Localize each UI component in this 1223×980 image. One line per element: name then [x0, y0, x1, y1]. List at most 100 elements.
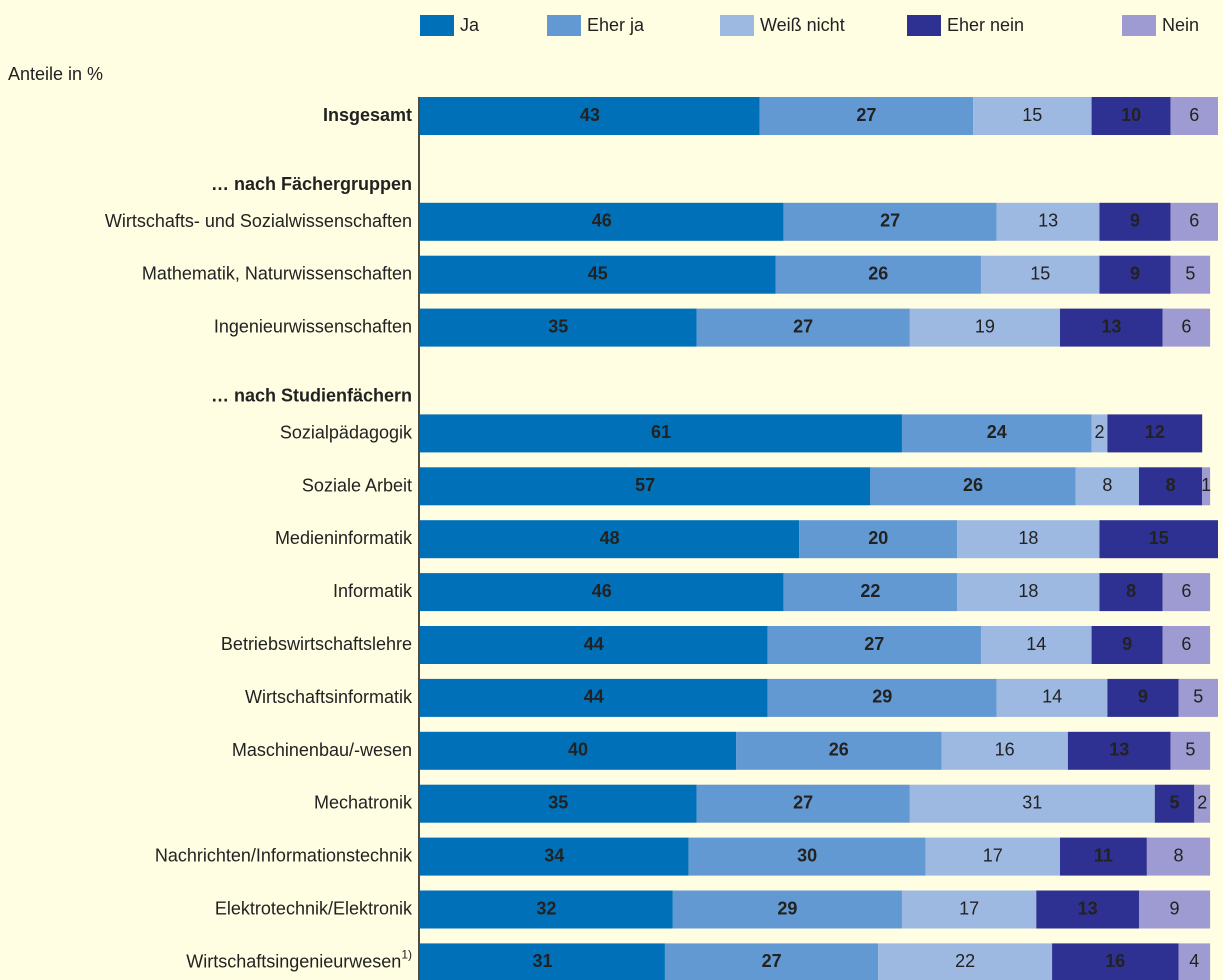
value-label: 19 [975, 316, 995, 336]
value-label: 30 [797, 845, 817, 865]
value-label: 11 [1094, 845, 1113, 865]
category-text: Maschinenbau/-wesen [232, 740, 412, 760]
value-label: 18 [1018, 528, 1038, 548]
legend-label: Nein [1162, 15, 1199, 35]
bar-segment [901, 414, 1092, 453]
category-label: Mathematik, Naturwissenschaften [142, 263, 412, 283]
bar-segment [696, 308, 910, 347]
value-label: 14 [1042, 687, 1062, 707]
category-label: Soziale Arbeit [302, 475, 412, 495]
bar-segment [420, 573, 784, 612]
value-label: 6 [1189, 211, 1199, 231]
bar-segment [1075, 467, 1139, 506]
legend-label: Ja [460, 15, 480, 35]
legend-swatch [547, 15, 581, 36]
category-label: … nach Fächergruppen [211, 174, 412, 194]
value-label: 31 [532, 951, 552, 971]
category-label: Maschinenbau/-wesen [232, 740, 412, 760]
bar-segment [767, 678, 997, 717]
bar-segment [1059, 837, 1147, 876]
bar-segment [878, 943, 1053, 980]
value-label: 9 [1130, 263, 1140, 283]
bar-segment [1107, 414, 1203, 453]
category-label: … nach Studienfächern [211, 385, 412, 405]
bar-segment [996, 678, 1108, 717]
value-label: 6 [1181, 316, 1191, 336]
bar-segment [420, 202, 784, 241]
bar-segment [901, 890, 1037, 929]
bar-segment [1099, 255, 1171, 294]
value-label: 5 [1185, 263, 1195, 283]
bar-segment [973, 97, 1092, 135]
bar-segment [1162, 308, 1211, 347]
value-label: 61 [651, 422, 671, 442]
bar-segment [941, 731, 1068, 770]
bar-segment [1067, 731, 1171, 770]
category-text: Nachrichten/Informationstechnik [155, 845, 413, 865]
footnote-mark: 1) [401, 948, 412, 962]
category-label: Nachrichten/Informationstechnik [155, 845, 413, 865]
value-label: 46 [592, 211, 612, 231]
bar-segment [1091, 97, 1171, 135]
value-label: 26 [868, 263, 888, 283]
bar-segment [870, 467, 1076, 506]
value-label: 10 [1121, 105, 1141, 125]
value-label: 5 [1170, 792, 1180, 812]
category-text: Ingenieurwissenschaften [214, 316, 412, 336]
category-text: Wirtschaftsinformatik [245, 687, 413, 707]
bar-segment [957, 520, 1100, 559]
value-label: 8 [1166, 475, 1176, 495]
value-label: 35 [548, 316, 568, 336]
bar-segment [775, 255, 981, 294]
bar-segment [767, 626, 981, 664]
category-text: Sozialpädagogik [280, 422, 413, 442]
value-label: 17 [983, 845, 1003, 865]
value-label: 16 [995, 740, 1015, 760]
value-label: 17 [959, 898, 979, 918]
value-label: 8 [1102, 475, 1112, 495]
bar-segment [980, 255, 1100, 294]
value-label: 29 [777, 898, 797, 918]
value-label: 16 [1105, 951, 1125, 971]
bar-segment [1146, 837, 1211, 876]
value-label: 14 [1026, 634, 1046, 654]
bar-segment [1162, 573, 1211, 612]
value-label: 29 [872, 687, 892, 707]
value-label: 27 [880, 211, 900, 231]
bar-segment [1170, 255, 1211, 294]
value-label: 13 [1109, 740, 1129, 760]
legend-label: Eher nein [947, 15, 1024, 35]
bar-segment [1099, 573, 1163, 612]
value-label: 27 [864, 634, 884, 654]
value-label: 22 [860, 581, 880, 601]
category-label: Mechatronik [314, 792, 413, 812]
bar-segment [1091, 414, 1108, 453]
value-label: 13 [1078, 898, 1098, 918]
bar-segment [1170, 97, 1218, 135]
bar-segment [1170, 731, 1211, 770]
bar-segment [1099, 202, 1171, 241]
category-label: Medieninformatik [275, 528, 413, 548]
bar-segment [957, 573, 1100, 612]
bar-segment [996, 202, 1100, 241]
value-label: 44 [584, 634, 604, 654]
value-label: 57 [635, 475, 655, 495]
bar-segment [420, 414, 902, 453]
value-label: 31 [1022, 792, 1042, 812]
bar-segment [799, 520, 958, 559]
value-label: 2 [1094, 422, 1104, 442]
bar-segment [1059, 308, 1163, 347]
bar-segment [420, 890, 673, 929]
value-label: 18 [1018, 581, 1038, 601]
value-label: 45 [588, 263, 608, 283]
bar-segment [688, 837, 926, 876]
value-label: 9 [1138, 687, 1148, 707]
category-text: Insgesamt [323, 105, 412, 125]
legend-label: Eher ja [587, 15, 645, 35]
bar-segment [1178, 943, 1211, 980]
legend-swatch [420, 15, 454, 36]
bar-segment [1162, 626, 1211, 664]
value-label: 40 [568, 740, 588, 760]
bar-segment [783, 573, 958, 612]
bar-segment [664, 943, 879, 980]
